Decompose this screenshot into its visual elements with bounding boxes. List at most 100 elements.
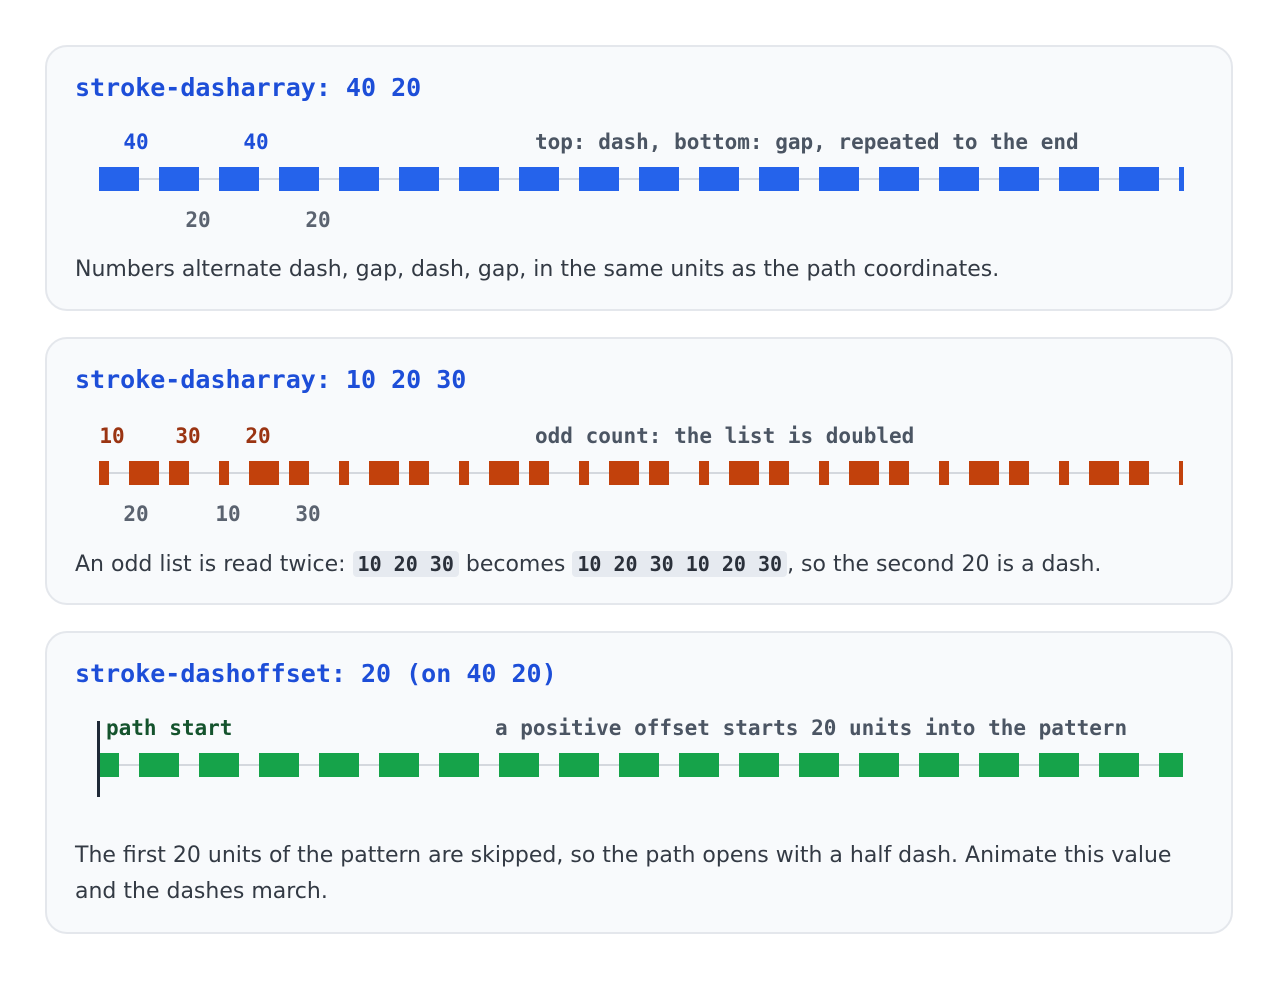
dash-segment — [99, 461, 109, 485]
dash-segment — [1119, 167, 1159, 191]
dash-segment — [159, 167, 199, 191]
dash-segment — [649, 461, 669, 485]
gap-length-label: 20 — [305, 208, 330, 231]
path-end-marker — [1180, 167, 1184, 191]
card-title: stroke-dasharray: 10 20 30 — [75, 365, 467, 394]
dash-segment — [1129, 461, 1149, 485]
pattern-note: a positive offset starts 20 units into t… — [495, 716, 1127, 740]
gap-length-label: 20 — [185, 208, 210, 231]
path-start-marker — [97, 721, 100, 797]
dash-segment — [819, 167, 859, 191]
dash-segment — [459, 461, 469, 485]
dash-segment — [1089, 461, 1119, 485]
dash-segment — [489, 461, 519, 485]
dash-segment — [1159, 753, 1183, 777]
gap-length-label: 20 — [123, 502, 148, 525]
dash-length-label: 30 — [175, 424, 200, 448]
dash-segment — [499, 753, 539, 777]
dash-segment — [1179, 461, 1183, 485]
dash-segment — [219, 167, 259, 191]
dash-segment — [339, 461, 349, 485]
dash-segment — [249, 461, 279, 485]
dash-segments — [99, 167, 1183, 191]
dash-segment — [759, 167, 799, 191]
inline-code: 10 20 30 10 20 30 — [572, 551, 788, 577]
dash-segment — [139, 753, 179, 777]
dash-segment — [339, 167, 379, 191]
dash-length-label: 10 — [99, 424, 124, 448]
dash-segment — [579, 167, 619, 191]
dasharray-40-20-card: stroke-dasharray: 40 20 40 40 20 20 top:… — [45, 45, 1233, 311]
dash-segment — [799, 753, 839, 777]
pattern-note: odd count: the list is doubled — [535, 424, 914, 448]
gap-length-label: 10 — [215, 502, 240, 525]
dash-segment — [129, 461, 159, 485]
dash-segment — [1059, 167, 1099, 191]
dash-segments — [99, 753, 1183, 777]
dash-segment — [889, 461, 909, 485]
card-caption: Numbers alternate dash, gap, dash, gap, … — [75, 257, 1000, 282]
dash-segment — [99, 753, 119, 777]
dash-segment — [769, 461, 789, 485]
gap-length-label: 30 — [295, 502, 320, 525]
dash-segment — [1099, 753, 1139, 777]
path-start-label: path start — [106, 716, 232, 740]
dasharray-10-20-30-card: stroke-dasharray: 10 20 30 10 30 20 20 1… — [45, 337, 1233, 605]
dash-segment — [849, 461, 879, 485]
dash-segment — [169, 461, 189, 485]
dash-segment — [699, 167, 739, 191]
dash-segment — [519, 167, 559, 191]
card-title: stroke-dasharray: 40 20 — [75, 73, 422, 102]
dash-segment — [259, 753, 299, 777]
dash-segment — [529, 461, 549, 485]
dash-segment — [729, 461, 759, 485]
dash-length-label: 40 — [123, 130, 148, 154]
dash-segment — [609, 461, 639, 485]
dash-segment — [739, 753, 779, 777]
dash-segment — [439, 753, 479, 777]
card-caption: An odd list is read twice: 10 20 30 beco… — [75, 546, 1203, 583]
dash-segment — [819, 461, 829, 485]
dash-segment — [1009, 461, 1029, 485]
dash-length-label: 40 — [243, 130, 268, 154]
pattern-note: top: dash, bottom: gap, repeated to the … — [535, 130, 1079, 154]
card-caption: The first 20 units of the pattern are sk… — [75, 843, 1172, 904]
dash-segment — [699, 461, 709, 485]
caption-text: , so the second 20 is a dash. — [787, 552, 1102, 577]
dash-segment — [679, 753, 719, 777]
dash-segment — [399, 167, 439, 191]
dash-diagram: 10 30 20 20 10 30 odd count: the list is… — [99, 424, 1183, 525]
dash-segment — [459, 167, 499, 191]
inline-code: 10 20 30 — [352, 551, 459, 577]
dash-segment — [939, 167, 979, 191]
dash-segment — [619, 753, 659, 777]
dash-segment — [379, 753, 419, 777]
dash-segment — [219, 461, 229, 485]
caption-text: becomes — [458, 552, 573, 577]
caption-text: An odd list is read twice: — [75, 552, 353, 577]
dash-segment — [199, 753, 239, 777]
dash-diagram: 40 40 20 20 top: dash, bottom: gap, repe… — [99, 130, 1184, 231]
dash-segment — [409, 461, 429, 485]
dash-segment — [969, 461, 999, 485]
dash-length-label: 20 — [245, 424, 270, 448]
dash-segment — [289, 461, 309, 485]
dash-segments — [99, 461, 1183, 485]
dash-segment — [979, 753, 1019, 777]
dash-segment — [319, 753, 359, 777]
dash-segment — [579, 461, 589, 485]
dash-segment — [879, 167, 919, 191]
dash-segment — [999, 167, 1039, 191]
dashoffset-20-card: stroke-dashoffset: 20 (on 40 20) path st… — [45, 631, 1233, 934]
dash-segment — [559, 753, 599, 777]
dash-segment — [99, 167, 139, 191]
dash-segment — [1059, 461, 1069, 485]
dash-diagram: path start a positive offset starts 20 u… — [97, 716, 1183, 797]
dash-segment — [1039, 753, 1079, 777]
card-title: stroke-dashoffset: 20 (on 40 20) — [75, 659, 557, 688]
dash-segment — [859, 753, 899, 777]
dash-segment — [639, 167, 679, 191]
dash-segment — [369, 461, 399, 485]
dash-segment — [919, 753, 959, 777]
